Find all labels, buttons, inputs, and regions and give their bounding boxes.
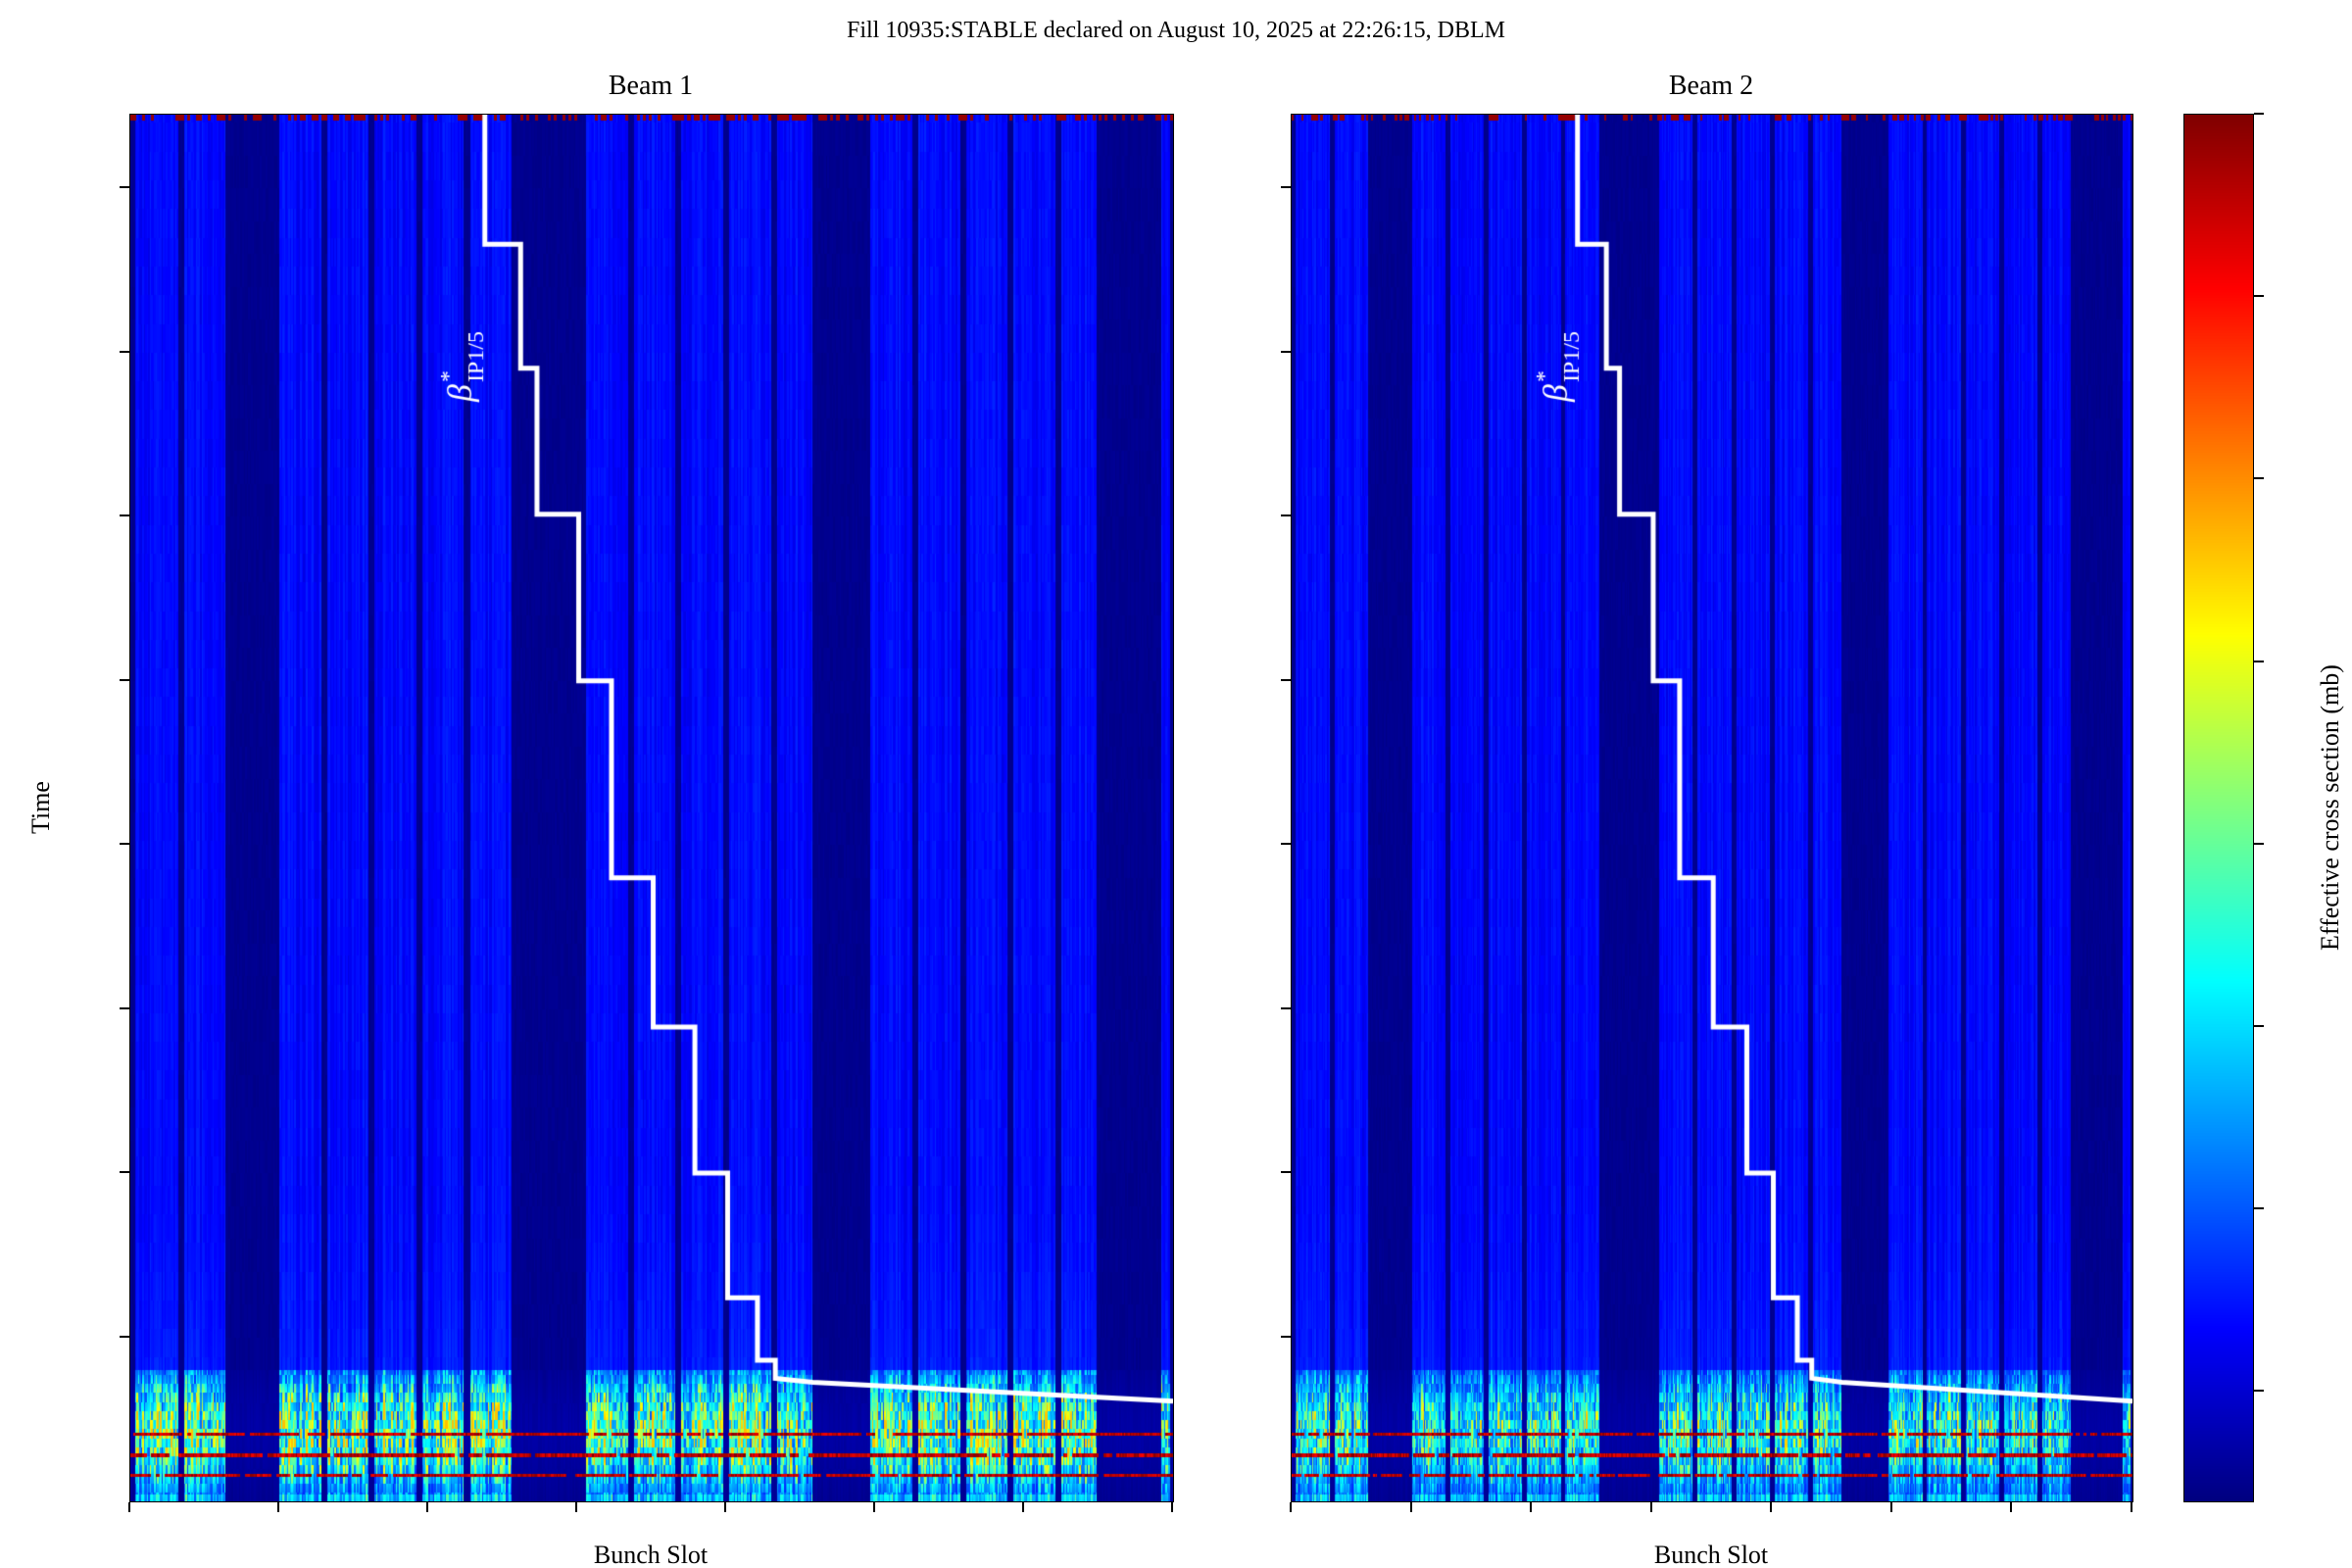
figure-title: Fill 10935:STABLE declared on August 10,… xyxy=(846,18,1506,43)
y-tick-mark xyxy=(120,186,129,189)
x-tick-mark xyxy=(873,1502,875,1512)
y-axis-label: Time xyxy=(26,780,55,834)
colorbar-tick-mark xyxy=(2254,1390,2264,1393)
y-tick-mark xyxy=(1281,186,1291,189)
y-tick-mark xyxy=(120,1006,129,1009)
x-tick-mark xyxy=(575,1502,577,1512)
y-tick-mark xyxy=(120,1171,129,1174)
x-tick-mark xyxy=(1649,1502,1652,1512)
y-tick-mark xyxy=(1281,1171,1291,1174)
y-tick-mark xyxy=(120,1335,129,1338)
x-tick-mark xyxy=(1409,1502,1412,1512)
x-tick-mark xyxy=(1770,1502,1773,1512)
y-tick-mark xyxy=(120,350,129,353)
x-tick-mark xyxy=(1171,1502,1173,1512)
colorbar-tick-mark xyxy=(2254,660,2264,662)
colorbar-tick-mark xyxy=(2254,1207,2264,1210)
colorbar-tick-mark xyxy=(2254,477,2264,480)
y-tick-mark xyxy=(120,843,129,846)
x-tick-mark xyxy=(1022,1502,1024,1512)
x-axis-label-beam2: Bunch Slot xyxy=(1653,1541,1769,1568)
x-tick-mark xyxy=(1290,1502,1292,1512)
beam1-heatmap-canvas xyxy=(129,114,1174,1502)
y-tick-mark xyxy=(120,678,129,681)
x-tick-mark xyxy=(426,1502,428,1512)
colorbar-tick-mark xyxy=(2254,842,2264,845)
panel-title-beam2: Beam 2 xyxy=(1668,71,1754,101)
x-tick-mark xyxy=(724,1502,726,1512)
y-tick-mark xyxy=(1281,1335,1291,1338)
x-tick-mark xyxy=(1889,1502,1892,1512)
x-tick-mark xyxy=(277,1502,279,1512)
x-tick-mark xyxy=(2010,1502,2013,1512)
panel-title-beam1: Beam 1 xyxy=(608,71,694,101)
x-tick-mark xyxy=(128,1502,130,1512)
x-axis-label-beam1: Bunch Slot xyxy=(593,1541,709,1568)
colorbar-canvas xyxy=(2183,114,2254,1502)
y-tick-mark xyxy=(1281,350,1291,353)
y-tick-mark xyxy=(1281,514,1291,517)
y-tick-mark xyxy=(1281,1006,1291,1009)
colorbar-tick-mark xyxy=(2254,113,2264,115)
y-tick-mark xyxy=(1281,843,1291,846)
x-tick-mark xyxy=(1530,1502,1533,1512)
y-tick-mark xyxy=(120,514,129,517)
y-tick-mark xyxy=(1281,678,1291,681)
beam2-heatmap-canvas xyxy=(1291,114,2133,1502)
colorbar-tick-mark xyxy=(2254,1024,2264,1027)
x-tick-mark xyxy=(2131,1502,2132,1512)
colorbar-label: Effective cross section (mb) xyxy=(2316,663,2344,951)
colorbar-tick-mark xyxy=(2254,295,2264,298)
